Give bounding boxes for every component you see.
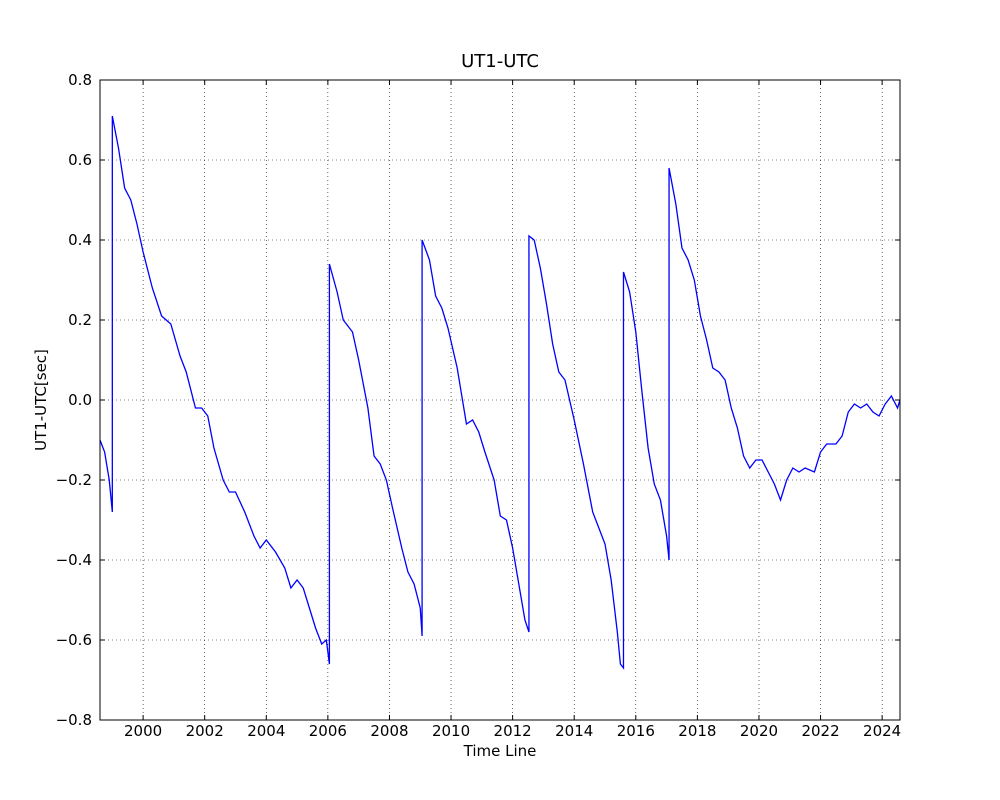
x-tick-label: 2008 — [370, 722, 408, 740]
data-line — [99, 115, 901, 670]
y-tick-label: 0.0 — [68, 391, 92, 409]
x-tick-label: 2024 — [863, 722, 901, 740]
x-axis-label: Time Line — [463, 742, 537, 760]
x-tick-label: 2000 — [124, 722, 162, 740]
plot-frame — [99, 79, 901, 721]
y-tick-label: 0.8 — [68, 71, 92, 89]
y-tick-label: −0.8 — [56, 711, 92, 729]
y-tick-label: −0.2 — [56, 471, 92, 489]
x-tick-label: 2022 — [801, 722, 839, 740]
x-tick-label: 2002 — [186, 722, 224, 740]
x-tick-label: 2018 — [678, 722, 716, 740]
chart-title: UT1-UTC — [461, 51, 539, 72]
y-tick-label: 0.2 — [68, 311, 92, 329]
y-tick-label: 0.4 — [68, 231, 92, 249]
x-tick-label: 2012 — [494, 722, 532, 740]
y-axis-label: UT1-UTC[sec] — [32, 349, 50, 451]
y-tick-label: −0.4 — [56, 551, 92, 569]
x-tick-label: 2016 — [617, 722, 655, 740]
x-tick-label: 2004 — [247, 722, 285, 740]
y-tick-label: −0.6 — [56, 631, 92, 649]
x-tick-label: 2010 — [432, 722, 470, 740]
y-tick-label: 0.6 — [68, 151, 92, 169]
x-tick-label: 2014 — [555, 722, 593, 740]
x-tick-label: 2020 — [740, 722, 778, 740]
x-tick-label: 2006 — [309, 722, 347, 740]
